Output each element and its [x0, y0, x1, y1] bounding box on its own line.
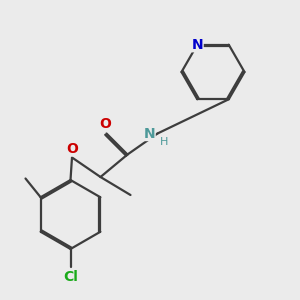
Text: Cl: Cl — [63, 270, 78, 284]
Text: H: H — [160, 137, 168, 147]
Text: O: O — [99, 116, 111, 130]
Text: N: N — [143, 127, 155, 140]
Text: N: N — [191, 38, 203, 52]
Text: O: O — [66, 142, 78, 156]
